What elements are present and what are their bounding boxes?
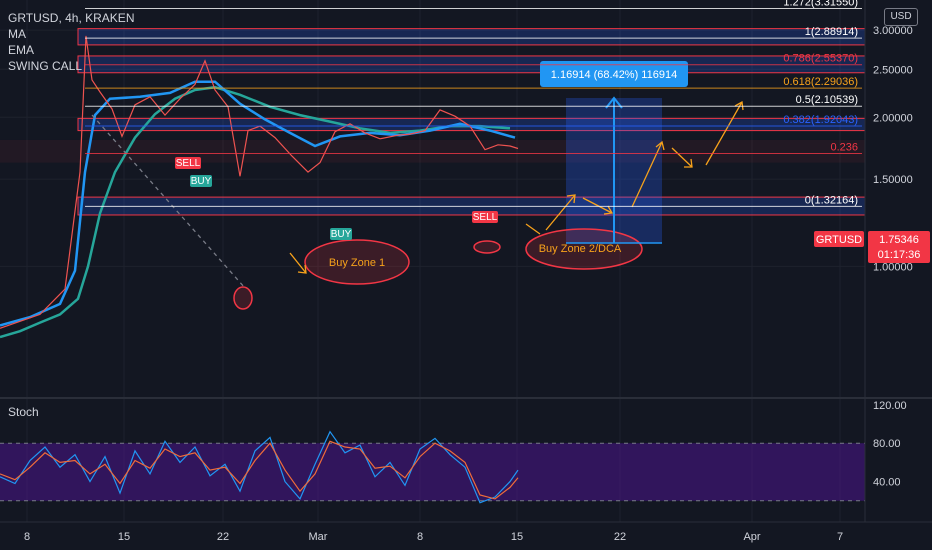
time-tick-0: 8	[24, 531, 30, 543]
arrow-path-1-head	[566, 194, 576, 204]
fib-zone-1	[77, 28, 866, 46]
arrow-path-2	[582, 197, 613, 214]
arrow-path-3-head	[655, 140, 665, 151]
price-tick-0: 1.00000	[873, 261, 913, 273]
buy-zone-2-label: Buy Zone 2/DCA	[539, 243, 622, 255]
buy-zone-1-ellipse	[304, 239, 410, 285]
time-tick-3: Mar	[309, 531, 328, 543]
arrow-path-4	[671, 147, 693, 168]
stoch-tick-0: 120.00	[873, 400, 907, 412]
arrow-buy-zone-1	[289, 252, 307, 274]
time-tick-4: 8	[417, 531, 423, 543]
fib-label-5: 0.382(1.92043)	[783, 114, 858, 126]
fib-label-7: 0(1.32164)	[805, 194, 858, 206]
stoch-axis[interactable]: 120.00 80.00 40.00	[873, 400, 907, 489]
price-tick-3: 2.50000	[873, 64, 913, 76]
measure-label: 1.16914 (68.42%) 116914	[551, 69, 677, 81]
stoch-line-k	[0, 430, 519, 504]
arrow-path-5	[705, 101, 743, 166]
low-marker-ellipse	[233, 286, 253, 310]
stoch-tick-1: 80.00	[873, 438, 901, 450]
time-tick-1: 15	[118, 531, 130, 543]
arrow-path-5-head	[734, 100, 744, 111]
stoch-legend[interactable]: Stoch	[8, 405, 39, 419]
time-tick-6: 22	[614, 531, 626, 543]
buy-label-1: BUY	[191, 176, 212, 187]
price-tag: GRTUSD 1.75346 01:17:36	[814, 231, 930, 263]
buy-label-2: BUY	[331, 229, 352, 240]
arrow-path-3	[631, 141, 663, 208]
fib-label-4: 0.5(2.10539)	[796, 94, 858, 106]
sell-label-1: SELL	[176, 158, 201, 169]
time-tick-8: 7	[837, 531, 843, 543]
fib-zone-0236	[0, 139, 865, 163]
swing-labels: SELL BUY BUY SELL	[175, 157, 498, 240]
price-axis[interactable]: 1.00000 1.50000 2.00000 2.50000 3.00000	[873, 25, 913, 273]
arrow-path-1	[545, 194, 576, 231]
price-tick-4: 3.00000	[873, 25, 913, 37]
trend-arrows	[91, 100, 744, 289]
fib-label-6: 0.236	[830, 142, 858, 154]
sell-label-2: SELL	[473, 212, 498, 223]
fib-label-3: 0.618(2.29036)	[783, 76, 858, 88]
measure-label-bg	[540, 61, 688, 87]
grid	[0, 0, 865, 522]
fib-label-0: 1.272(3.31550)	[783, 0, 858, 9]
fib-labels: 1.272(3.31550) 1(2.88914) 0.786(2.55370) 0.…	[85, 0, 862, 207]
price-tick-1: 1.50000	[873, 174, 913, 186]
buy-label-2-bg	[330, 228, 352, 240]
price-tag-value-bg	[868, 231, 930, 263]
price-tick-2: 2.00000	[873, 112, 913, 124]
sell-label-2-bg	[472, 211, 498, 223]
series-line-price	[0, 35, 519, 329]
fib-label-2: 0.786(2.55370)	[783, 53, 858, 65]
sell-label-1-bg	[175, 157, 201, 169]
stoch-line-d	[0, 440, 519, 500]
indicator-swing-call[interactable]: SWING CALL	[8, 59, 83, 73]
time-tick-5: 15	[511, 531, 523, 543]
arrow-path-2-head	[603, 205, 614, 215]
fib-label-1: 1(2.88914)	[805, 26, 858, 38]
stoch-band	[0, 443, 865, 501]
time-tick-7: Apr	[743, 531, 760, 543]
arrow-path-4-head	[684, 158, 693, 168]
stoch-pane	[0, 430, 865, 504]
stoch-tick-2: 40.00	[873, 477, 901, 489]
series-line-ma	[0, 85, 511, 339]
price-tag-symbol: GRTUSD	[816, 234, 862, 246]
price-tag-countdown: 01:17:36	[878, 249, 921, 261]
measure-arrow	[566, 96, 662, 244]
time-tick-2: 22	[217, 531, 229, 543]
price-tag-symbol-bg	[814, 231, 864, 247]
price-tag-value: 1.75346	[879, 234, 919, 246]
symbol-title[interactable]: GRTUSD, 4h, KRAKEN	[8, 11, 135, 25]
buy-label-1-bg	[190, 175, 212, 187]
indicator-ma[interactable]: MA	[8, 27, 26, 41]
dip-marker-ellipse	[473, 240, 501, 254]
time-axis[interactable]: 8 15 22 Mar 8 15 22 Apr 7	[24, 531, 843, 543]
currency-badge[interactable]: USD	[884, 8, 918, 26]
chart-legend: GRTUSD, 4h, KRAKEN MA EMA SWING CALL	[8, 10, 134, 74]
dashed-trend-line	[91, 114, 246, 289]
zone-ellipses	[233, 228, 643, 310]
main-series	[0, 35, 519, 339]
buy-zone-1-label: Buy Zone 1	[329, 257, 385, 269]
arrow-buy-zone-1-head	[297, 264, 307, 274]
indicator-ema[interactable]: EMA	[8, 43, 35, 57]
arrow-buy-zone-2	[525, 223, 541, 235]
